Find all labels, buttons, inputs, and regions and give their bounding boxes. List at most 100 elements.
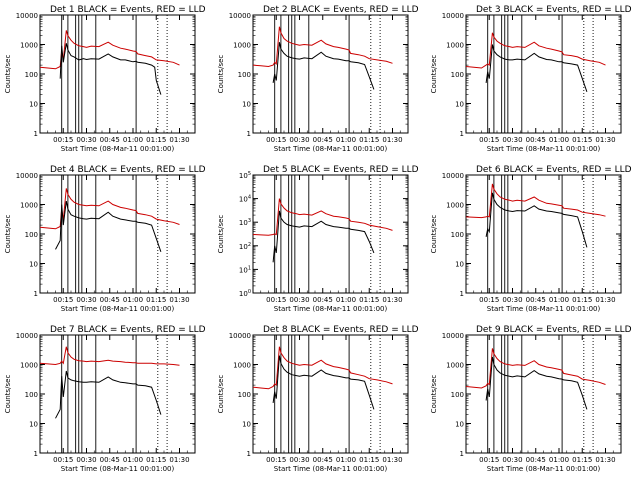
- y-tick-exponent: 1: [248, 265, 251, 271]
- y-axis-label: Counts/sec: [217, 375, 225, 414]
- plot-frame: [39, 14, 196, 134]
- series-line-events: [485, 192, 588, 248]
- x-axis-label: Start Time (08-Mar-11 00:01:00): [274, 305, 388, 313]
- x-tick-label: 01:00: [549, 456, 569, 464]
- panel-title: Det 6 BLACK = Events, RED = LLD: [476, 165, 632, 175]
- y-tick-label: 100: [25, 71, 38, 79]
- y-tick-label: 100: [238, 391, 251, 399]
- x-tick-label: 01:15: [146, 296, 166, 304]
- y-tick-label: 1: [460, 450, 464, 458]
- x-tick-label: 01:00: [336, 136, 356, 144]
- y-axis-label: Counts/sec: [217, 215, 225, 254]
- x-tick-label: 01:30: [169, 456, 189, 464]
- x-tick-label: 01:30: [382, 136, 402, 144]
- y-tick-label: 10: [242, 101, 251, 109]
- y-tick-label: 10: [455, 421, 464, 429]
- x-tick-label: 01:30: [595, 296, 615, 304]
- x-axis-label: Start Time (08-Mar-11 00:01:00): [274, 145, 388, 153]
- y-tick-label: 100: [238, 71, 251, 79]
- y-axis-label: Counts/sec: [430, 215, 438, 254]
- x-tick-label: 00:45: [526, 296, 546, 304]
- y-tick-label: 10000: [16, 332, 38, 340]
- y-tick-label: 10: [455, 261, 464, 269]
- y-axis-label: Counts/sec: [217, 55, 225, 94]
- plot-frame: [252, 14, 409, 134]
- y-tick-label: 102: [239, 242, 251, 251]
- y-tick-exponent: 0: [248, 289, 251, 295]
- y-tick-label: 1: [460, 130, 464, 138]
- y-axis-label: Counts/sec: [4, 215, 12, 254]
- series-line-lld: [252, 26, 393, 68]
- y-tick-label: 1: [34, 290, 38, 298]
- x-tick-label: 00:30: [502, 456, 522, 464]
- x-tick-label: 01:15: [572, 136, 592, 144]
- series-line-lld: [39, 346, 180, 366]
- y-tick-label: 1000: [233, 42, 251, 50]
- y-tick-label: 1000: [233, 362, 251, 370]
- y-tick-label: 1: [247, 450, 251, 458]
- y-axis-label: Counts/sec: [4, 375, 12, 414]
- y-tick-label: 100: [25, 391, 38, 399]
- series-line-lld: [465, 32, 606, 69]
- x-tick-label: 00:30: [76, 296, 96, 304]
- y-tick-label: 10: [455, 101, 464, 109]
- panel-title: Det 3 BLACK = Events, RED = LLD: [476, 5, 632, 15]
- y-tick-label: 1000: [446, 362, 464, 370]
- x-tick-label: 00:15: [266, 296, 286, 304]
- y-axis-label: Counts/sec: [430, 55, 438, 94]
- y-tick-label: 100: [25, 231, 38, 239]
- panel-title: Det 5 BLACK = Events, RED = LLD: [263, 165, 419, 175]
- y-tick-label: 10: [29, 261, 38, 269]
- x-tick-label: 00:15: [266, 136, 286, 144]
- y-axis-label: Counts/sec: [430, 375, 438, 414]
- y-tick-label: 100: [451, 231, 464, 239]
- x-tick-label: 00:30: [76, 136, 96, 144]
- x-tick-label: 00:45: [526, 136, 546, 144]
- x-axis-label: Start Time (08-Mar-11 00:01:00): [487, 465, 601, 473]
- y-tick-label: 10: [242, 421, 251, 429]
- panel-det-7: Det 7 BLACK = Events, RED = LLD Counts/se…: [4, 325, 206, 473]
- panel-det-9: Det 9 BLACK = Events, RED = LLD Counts/se…: [430, 325, 632, 473]
- series-line-lld: [252, 198, 393, 236]
- x-axis-label: Start Time (08-Mar-11 00:01:00): [61, 305, 175, 313]
- x-tick-label: 00:45: [100, 136, 120, 144]
- y-tick-label: 103: [239, 218, 251, 227]
- y-tick-label: 10000: [229, 12, 251, 20]
- y-tick-exponent: 2: [248, 242, 251, 248]
- x-tick-label: 00:30: [76, 456, 96, 464]
- y-axis-label: Counts/sec: [4, 55, 12, 94]
- x-tick-label: 00:45: [526, 456, 546, 464]
- y-tick-label: 100: [451, 71, 464, 79]
- y-tick-label: 10: [29, 101, 38, 109]
- y-tick-label: 10000: [442, 172, 464, 180]
- panel-det-4: Det 4 BLACK = Events, RED = LLD Counts/se…: [4, 165, 206, 313]
- x-tick-label: 00:30: [289, 296, 309, 304]
- y-tick-exponent: 5: [248, 171, 251, 177]
- x-tick-label: 01:15: [572, 456, 592, 464]
- panel-det-6: Det 6 BLACK = Events, RED = LLD Counts/se…: [430, 165, 632, 313]
- y-tick-label: 101: [239, 265, 251, 274]
- x-tick-label: 00:15: [479, 456, 499, 464]
- panel-det-5: Det 5 BLACK = Events, RED = LLD Counts/se…: [217, 165, 419, 313]
- series-line-events: [272, 355, 375, 410]
- series-line-events: [485, 44, 588, 92]
- x-tick-label: 01:30: [595, 456, 615, 464]
- x-tick-label: 00:45: [100, 296, 120, 304]
- x-tick-label: 00:15: [479, 296, 499, 304]
- x-axis-label: Start Time (08-Mar-11 00:01:00): [274, 465, 388, 473]
- y-tick-label: 1000: [446, 42, 464, 50]
- x-tick-label: 00:30: [502, 296, 522, 304]
- x-tick-label: 00:45: [313, 136, 333, 144]
- panel-title: Det 9 BLACK = Events, RED = LLD: [476, 325, 632, 335]
- x-tick-label: 01:00: [123, 136, 143, 144]
- x-tick-label: 01:30: [169, 296, 189, 304]
- y-tick-exponent: 3: [248, 218, 251, 224]
- series-line-events: [55, 370, 162, 419]
- y-tick-label: 100: [451, 391, 464, 399]
- x-tick-label: 01:30: [382, 456, 402, 464]
- x-tick-label: 00:30: [502, 136, 522, 144]
- x-tick-label: 01:15: [359, 136, 379, 144]
- panel-title: Det 4 BLACK = Events, RED = LLD: [50, 165, 206, 175]
- panel-det-3: Det 3 BLACK = Events, RED = LLD Counts/se…: [430, 5, 632, 153]
